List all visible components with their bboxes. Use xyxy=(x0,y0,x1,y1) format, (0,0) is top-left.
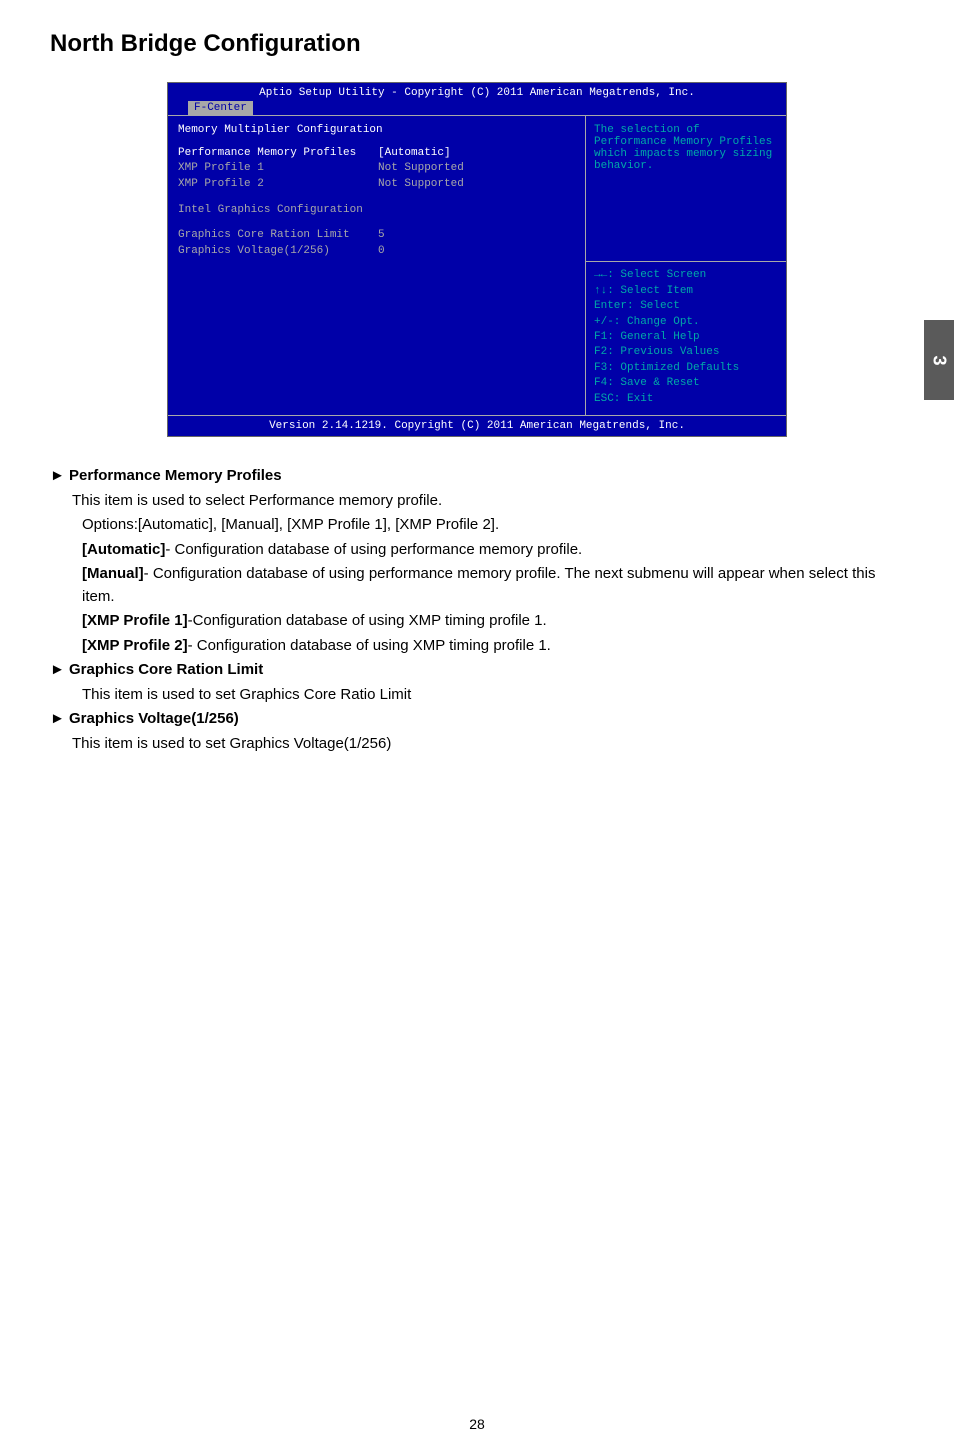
page-title: North Bridge Configuration xyxy=(50,30,904,58)
chapter-tab: 3 xyxy=(924,320,954,400)
bios-window: Aptio Setup Utility - Copyright (C) 2011… xyxy=(167,82,787,437)
bios-key: F1: General Help xyxy=(594,330,778,345)
bios-value: 0 xyxy=(378,244,385,259)
bios-key-legend: →←: Select Screen ↑↓: Select Item Enter:… xyxy=(594,268,778,407)
bios-label: Graphics Core Ration Limit xyxy=(178,228,378,243)
doc-span: - Configuration database of using perfor… xyxy=(165,541,582,558)
bios-tab-fcenter[interactable]: F-Center xyxy=(188,101,253,115)
bios-key: Enter: Select xyxy=(594,299,778,314)
bios-section-heading: Memory Multiplier Configuration xyxy=(178,124,575,136)
bios-value: Not Supported xyxy=(378,161,464,176)
bios-right-panel: The selection of Performance Memory Prof… xyxy=(586,116,786,415)
doc-text: This item is used to set Graphics Core R… xyxy=(50,684,904,707)
bios-tab-row: F-Center xyxy=(168,99,786,115)
bios-value: [Automatic] xyxy=(378,146,451,161)
doc-bold: [XMP Profile 2] xyxy=(82,637,188,654)
doc-heading-gfx-ratio: ► Graphics Core Ration Limit xyxy=(50,659,904,682)
doc-text: [XMP Profile 2]- Configuration database … xyxy=(50,635,904,658)
bios-row-gfx-voltage[interactable]: Graphics Voltage(1/256) 0 xyxy=(178,244,575,259)
doc-span: - Configuration database of using XMP ti… xyxy=(188,637,551,654)
bios-key: F2: Previous Values xyxy=(594,345,778,360)
doc-bold: [XMP Profile 1] xyxy=(82,612,188,629)
doc-text: This item is used to select Performance … xyxy=(50,490,904,513)
bios-label: XMP Profile 2 xyxy=(178,177,378,192)
doc-heading-gfx-voltage: ► Graphics Voltage(1/256) xyxy=(50,708,904,731)
doc-text: Options:[Automatic], [Manual], [XMP Prof… xyxy=(50,514,904,537)
bios-key: ESC: Exit xyxy=(594,392,778,407)
bios-left-panel: Memory Multiplier Configuration Performa… xyxy=(168,116,586,415)
bios-row-xmp2[interactable]: XMP Profile 2 Not Supported xyxy=(178,177,575,192)
bios-value: Not Supported xyxy=(378,177,464,192)
doc-text: This item is used to set Graphics Voltag… xyxy=(50,733,904,756)
doc-bold: [Automatic] xyxy=(82,541,165,558)
doc-text: [Manual]- Configuration database of usin… xyxy=(50,563,904,608)
chapter-number: 3 xyxy=(928,355,949,365)
bios-help-text: The selection of Performance Memory Prof… xyxy=(594,124,778,255)
bios-key: F4: Save & Reset xyxy=(594,376,778,391)
bios-header: Aptio Setup Utility - Copyright (C) 2011… xyxy=(168,83,786,99)
bios-section-heading2: Intel Graphics Configuration xyxy=(178,204,575,216)
doc-span: - Configuration database of using perfor… xyxy=(82,565,875,605)
bios-label: Performance Memory Profiles xyxy=(178,146,378,161)
bios-key: F3: Optimized Defaults xyxy=(594,361,778,376)
doc-text: [Automatic]- Configuration database of u… xyxy=(50,539,904,562)
bios-row-xmp1[interactable]: XMP Profile 1 Not Supported xyxy=(178,161,575,176)
doc-span: -Configuration database of using XMP tim… xyxy=(188,612,547,629)
bios-row-perf-mem[interactable]: Performance Memory Profiles [Automatic] xyxy=(178,146,575,161)
bios-footer: Version 2.14.1219. Copyright (C) 2011 Am… xyxy=(168,415,786,436)
page-number: 28 xyxy=(0,1416,954,1432)
doc-body: ► Performance Memory Profiles This item … xyxy=(50,465,904,755)
bios-key: ↑↓: Select Item xyxy=(594,284,778,299)
doc-text: [XMP Profile 1]-Configuration database o… xyxy=(50,610,904,633)
doc-bold: [Manual] xyxy=(82,565,144,582)
bios-label: Graphics Voltage(1/256) xyxy=(178,244,378,259)
bios-label: XMP Profile 1 xyxy=(178,161,378,176)
bios-value: 5 xyxy=(378,228,385,243)
bios-key: +/-: Change Opt. xyxy=(594,315,778,330)
bios-key: →←: Select Screen xyxy=(594,268,778,283)
doc-heading-perf: ► Performance Memory Profiles xyxy=(50,465,904,488)
bios-row-gfx-ratio[interactable]: Graphics Core Ration Limit 5 xyxy=(178,228,575,243)
